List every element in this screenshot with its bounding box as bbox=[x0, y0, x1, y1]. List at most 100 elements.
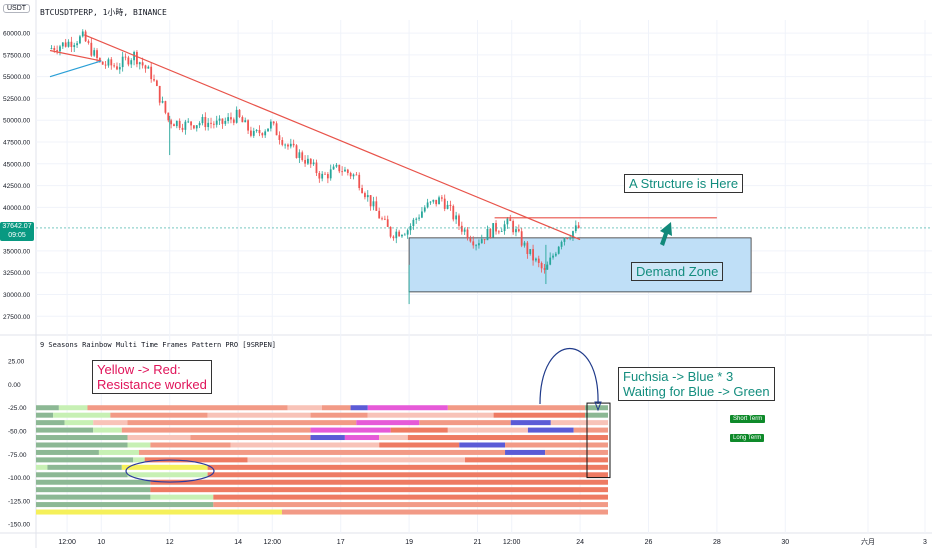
candle-body bbox=[361, 188, 363, 194]
structure-annotation[interactable]: A Structure is Here bbox=[624, 174, 744, 193]
osc-tick-label: -50.00 bbox=[8, 429, 27, 436]
candle-body bbox=[275, 123, 278, 136]
candle-body bbox=[153, 79, 155, 81]
price-tick-label: 60000.00 bbox=[3, 31, 30, 38]
rainbow-segment bbox=[36, 472, 128, 478]
yellow-red-annotation[interactable]: Yellow -> Red: Resistance worked bbox=[92, 360, 212, 394]
candle-body bbox=[184, 121, 187, 130]
long-term-tag[interactable]: Long Term bbox=[730, 434, 765, 442]
demand-zone-label[interactable]: Demand Zone bbox=[631, 262, 724, 281]
candle-body bbox=[258, 129, 261, 134]
rainbow-segment bbox=[47, 464, 122, 470]
rainbow-segment bbox=[573, 427, 608, 433]
candle-body bbox=[221, 118, 224, 124]
candle-body bbox=[252, 130, 255, 136]
fuchsia-line-2: Waiting for Blue -> Green bbox=[623, 384, 770, 399]
candle-body bbox=[557, 246, 560, 254]
candle-body bbox=[443, 198, 446, 209]
osc-tick-label: -150.00 bbox=[8, 522, 30, 529]
candle-body bbox=[577, 225, 580, 228]
candle-body bbox=[554, 253, 557, 256]
candle-body bbox=[466, 229, 469, 239]
candle-body bbox=[526, 242, 529, 254]
candle-body bbox=[304, 159, 306, 164]
candle-body bbox=[497, 231, 500, 233]
candle-body bbox=[198, 123, 201, 126]
rainbow-segment bbox=[447, 405, 586, 411]
rainbow-segment bbox=[545, 449, 608, 455]
candle-body bbox=[59, 46, 61, 52]
candle-body bbox=[435, 199, 438, 205]
rainbow-segment bbox=[465, 457, 608, 463]
rainbow-segment bbox=[505, 449, 546, 455]
candle-body bbox=[366, 195, 369, 198]
time-tick-label: 14 bbox=[234, 539, 242, 546]
time-tick-label: 六月 bbox=[861, 537, 875, 546]
candle-body bbox=[560, 241, 563, 247]
candle-body bbox=[218, 118, 221, 121]
candle-body bbox=[341, 171, 344, 173]
rainbow-segment bbox=[419, 420, 511, 426]
candle-body bbox=[124, 56, 127, 58]
candle-body bbox=[287, 144, 289, 147]
candle-body bbox=[53, 48, 56, 51]
rainbow-segment bbox=[127, 420, 357, 426]
rainbow-segment bbox=[53, 412, 111, 418]
candle-body bbox=[515, 229, 517, 233]
rainbow-segment bbox=[281, 509, 608, 515]
candle-body bbox=[107, 59, 110, 66]
candle-body bbox=[70, 41, 73, 47]
candle-body bbox=[90, 42, 93, 56]
candle-body bbox=[352, 174, 355, 177]
rainbow-segment bbox=[36, 457, 134, 463]
candle-body bbox=[289, 143, 292, 147]
rainbow-segment bbox=[36, 412, 54, 418]
rainbow-segment bbox=[287, 405, 322, 411]
candle-body bbox=[381, 218, 383, 220]
candle-body bbox=[372, 201, 375, 207]
candle-body bbox=[532, 249, 534, 261]
rainbow-segment bbox=[550, 420, 608, 426]
candle-body bbox=[147, 66, 150, 69]
rainbow-segment bbox=[407, 435, 608, 441]
fuchsia-blue-annotation[interactable]: Fuchsia -> Blue * 3 Waiting for Blue -> … bbox=[618, 367, 775, 401]
yellow-red-line-2: Resistance worked bbox=[97, 377, 207, 392]
rainbow-segment bbox=[447, 427, 528, 433]
osc-tick-label: -25.00 bbox=[8, 405, 27, 412]
candle-body bbox=[415, 218, 418, 220]
candle-body bbox=[64, 42, 67, 47]
rainbow-segment bbox=[93, 420, 128, 426]
candle-body bbox=[369, 195, 372, 207]
candle-body bbox=[127, 57, 130, 65]
time-tick-label: 21 bbox=[474, 539, 482, 546]
candle-body bbox=[355, 174, 358, 176]
candle-body bbox=[512, 221, 515, 233]
candle-body bbox=[364, 193, 366, 198]
candle-body bbox=[261, 133, 264, 136]
rainbow-segment bbox=[36, 449, 99, 455]
candle-body bbox=[292, 143, 295, 146]
price-tick-label: 27500.00 bbox=[3, 314, 30, 321]
candle-body bbox=[164, 101, 167, 113]
time-tick-label: 28 bbox=[713, 539, 721, 546]
curved-arrow-line bbox=[539, 348, 599, 405]
price-tick-label: 55000.00 bbox=[3, 74, 30, 81]
rainbow-segment bbox=[459, 442, 506, 448]
rainbow-segment bbox=[36, 420, 65, 426]
candle-body bbox=[432, 199, 435, 202]
candle-body bbox=[301, 152, 304, 160]
candle-body bbox=[421, 211, 423, 218]
rainbow-segment bbox=[36, 427, 94, 433]
candle-body bbox=[93, 50, 96, 56]
candle-body bbox=[173, 124, 175, 127]
candle-body bbox=[113, 65, 116, 67]
candle-body bbox=[546, 264, 549, 270]
short-term-tag[interactable]: Short Term bbox=[730, 415, 766, 423]
rainbow-segment bbox=[207, 472, 608, 478]
time-tick-label: 26 bbox=[645, 539, 653, 546]
currency-unit-label[interactable]: USDT bbox=[3, 4, 31, 13]
last-price-value: 37642.07 bbox=[2, 223, 32, 230]
osc-tick-label: 0.00 bbox=[8, 382, 21, 389]
